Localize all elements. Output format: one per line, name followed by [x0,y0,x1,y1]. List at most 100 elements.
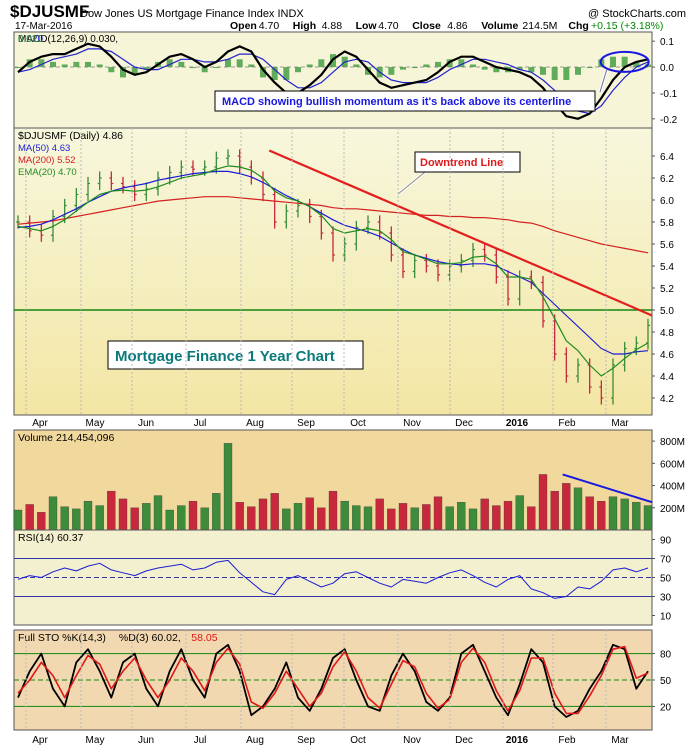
macd-hist-bar [50,61,56,68]
y-tick-label: 80 [660,650,672,661]
macd-hist-bar [248,64,255,68]
volume-bar [363,506,373,531]
volume-bar [130,507,139,531]
annotation-pointer [599,69,608,93]
quote-label: Chg [568,20,588,32]
legend-entry: Full STO %K(14,3) [18,632,106,644]
y-tick-label: 30 [660,593,672,604]
macd-hist-bar [236,59,243,68]
ma50-line [17,170,649,355]
volume-bar [387,508,396,531]
y-tick-label: 6.2 [660,174,674,185]
volume-bar [632,502,641,531]
volume-bar [48,496,58,531]
volume-bar [293,503,303,531]
volume-bar [200,507,209,531]
macd-hist-bar [586,67,593,69]
x-tick-label: Feb [558,735,576,746]
macd-hist-bar [306,64,313,68]
volume-bar [37,512,46,531]
quote-label: Volume [481,20,518,32]
volume-bar [118,498,128,531]
macd-hist-bar [353,64,360,68]
ma200-line [17,196,649,254]
y-tick-label: 400M [660,482,685,493]
macd-panel: 0.1 0.0 -0.1 -0.2 MACD(12,26,9) 0.030,0.0200… [13,31,678,129]
legend-entry: MA(50) 4.63 [18,143,70,154]
volume-bar [142,503,151,531]
x-tick-label: Feb [558,418,576,429]
volume-panel: 800M 600M 400M 200M Volume 214,454,096 [13,429,685,531]
volume-bar [515,495,524,531]
y-tick-label: -0.2 [660,115,678,126]
macd-hist-bar [411,67,418,69]
volume-bar [468,508,478,531]
volume-bar [527,506,536,531]
y-tick-label: 800M [660,437,685,448]
volume-bar [235,502,244,531]
legend-entry: Volume 214,454,096 [18,432,114,444]
quote-value: 214.5M [522,20,557,32]
macd-highlight-ellipse [599,50,650,73]
quote-value: 4.70 [378,20,399,32]
volume-bar [422,504,431,531]
macd-hist-bar [423,64,430,68]
y-tick-label: 5.8 [660,218,674,229]
macd-hist-bar [85,61,91,68]
macd-hist-bar [283,67,290,80]
y-tick-label: 70 [660,555,672,566]
macd-hist-bar [400,67,406,70]
macd-hist-bar [260,67,266,78]
y-tick-label: 20 [660,702,672,713]
macd-hist-bar [108,67,115,73]
x-tick-label: Nov [403,735,421,746]
symbol-title: $DJUSMF [10,2,89,21]
macd-hist-bar [470,64,476,68]
x-tick-label: Mar [611,735,629,746]
volume-bar [398,503,408,531]
quote-bar: Open 4.70 High 4.88 Low 4.70 Close 4.86 Volume 21… [230,20,663,32]
price-background [13,127,653,416]
volume-bar [270,493,279,531]
x-tick-label: Jul [194,735,207,746]
volume-bar [550,490,559,531]
x-tick-label: Jun [138,418,154,429]
x-tick-label: May [86,418,105,429]
quote-value: +0.15 (+3.18%) [591,20,663,32]
volume-bar [223,443,233,531]
y-tick-label: 0.1 [660,37,674,48]
x-tick-label: Sep [297,418,315,429]
legend-entry: %D(3) 60.02, [119,632,181,644]
volume-bar [375,498,384,531]
x-tick-label: Aug [246,418,264,429]
y-tick-label: 0.0 [660,63,674,74]
volume-bar [608,496,618,531]
macd-hist-bar [143,67,150,70]
x-tick-label: May [86,735,105,746]
index-name: Dow Jones US Mortgage Finance Index INDX [80,8,304,20]
y-tick-label: 4.8 [660,328,674,339]
volume-bar [247,506,256,531]
trend-label-text: Downtrend Line [420,157,503,169]
macd-hist-bar [563,67,570,80]
x-tick-label: Sep [297,735,315,746]
macd-hist-bar [621,56,628,68]
macd-hist-bar [201,67,208,73]
volume-bar [352,505,361,531]
volume-bar [212,493,221,531]
y-tick-label: 200M [660,504,685,515]
volume-bar [177,505,186,531]
ema20-line [17,165,649,377]
macd-hist-bar [61,64,68,68]
y-tick-label: 50 [660,676,672,687]
macd-signal-line [17,48,649,115]
price-panel: 6.4 6.2 6.0 5.8 5.6 5.4 5.2 5.0 4.8 4.6 4.4 4.2 Down… [13,127,674,416]
volume-bar [492,505,501,531]
macd-hist-bar [271,67,278,80]
volume-bar [258,498,268,531]
macd-hist-bar [225,59,231,68]
macd-hist-bar [295,67,301,73]
quote-value: 4.88 [322,20,343,32]
x-tick-label: Dec [455,735,473,746]
